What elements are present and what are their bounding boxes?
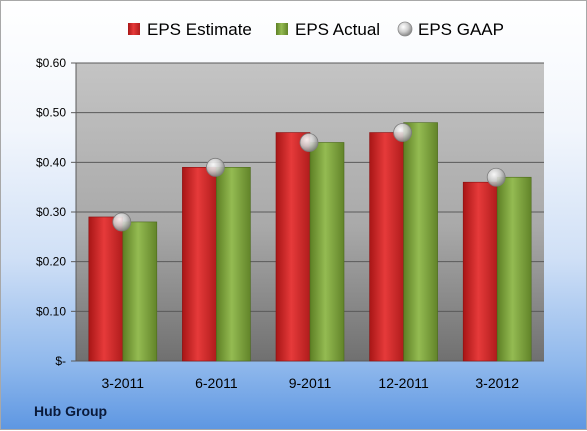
x-category-label: 12-2011 bbox=[378, 375, 429, 391]
x-category-label: 9-2011 bbox=[289, 375, 332, 391]
legend-swatch bbox=[397, 21, 413, 37]
bar-eps-actual bbox=[122, 221, 158, 362]
bar-eps-estimate bbox=[369, 132, 404, 362]
bars bbox=[88, 122, 532, 362]
point-eps-gaap bbox=[393, 123, 413, 142]
point-eps-gaap bbox=[112, 212, 132, 232]
y-axis-ticks: $- $0.10 $0.20 $0.30 $0.40 $0.50 $0.60 bbox=[36, 56, 66, 368]
point-eps-gaap bbox=[299, 133, 319, 152]
company-name: Hub Group bbox=[34, 403, 108, 419]
y-tick-label: $0.60 bbox=[36, 56, 66, 70]
x-category-label: 6-2011 bbox=[195, 375, 238, 391]
legend-swatch bbox=[276, 23, 288, 35]
legend-swatch bbox=[128, 23, 140, 35]
y-tick-label: $0.20 bbox=[36, 255, 66, 269]
legend-label: EPS Estimate bbox=[147, 20, 252, 39]
y-tick-label: $0.50 bbox=[36, 106, 66, 120]
legend-label: EPS GAAP bbox=[418, 20, 504, 39]
bar-eps-actual bbox=[403, 122, 438, 362]
x-category-label: 3-2012 bbox=[475, 375, 519, 391]
gaap-points bbox=[112, 123, 506, 232]
bar-eps-estimate bbox=[462, 181, 498, 362]
chart-legend: EPS Estimate EPS Actual EPS GAAP bbox=[128, 20, 504, 39]
y-tick-label: $0.30 bbox=[36, 205, 66, 219]
y-tick-label: $- bbox=[55, 354, 66, 368]
x-axis-categories: 3-2011 6-2011 9-2011 12-2011 3-2012 bbox=[102, 375, 520, 391]
point-eps-gaap bbox=[486, 167, 506, 187]
bar-eps-actual bbox=[496, 176, 532, 362]
y-tick-label: $0.10 bbox=[36, 304, 66, 318]
bar-eps-actual bbox=[216, 167, 251, 362]
bar-eps-estimate bbox=[275, 132, 311, 362]
point-eps-gaap bbox=[205, 157, 225, 177]
bar-eps-estimate bbox=[88, 216, 124, 362]
bar-eps-actual bbox=[309, 142, 345, 362]
y-tick-label: $0.40 bbox=[36, 155, 66, 169]
x-category-label: 3-2011 bbox=[102, 375, 145, 391]
legend-label: EPS Actual bbox=[295, 20, 380, 39]
bar-eps-estimate bbox=[182, 167, 217, 362]
